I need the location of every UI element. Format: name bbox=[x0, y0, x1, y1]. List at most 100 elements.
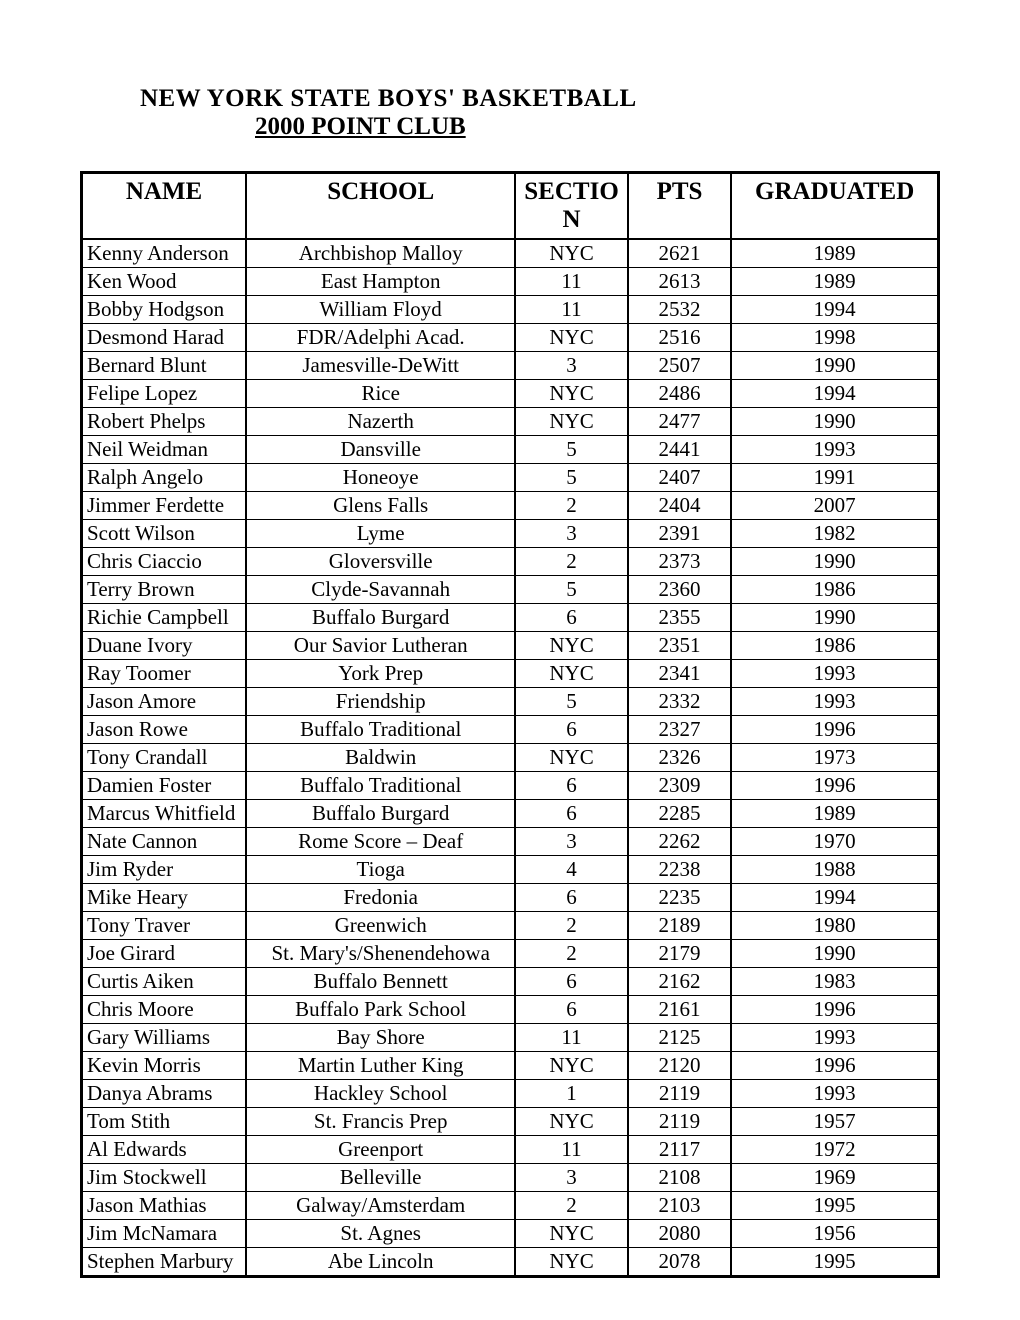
table-cell: Buffalo Bennett bbox=[246, 968, 515, 996]
table-cell: 2516 bbox=[628, 324, 732, 352]
table-cell: Terry Brown bbox=[82, 576, 247, 604]
table-row: Desmond HaradFDR/Adelphi Acad.NYC2516199… bbox=[82, 324, 939, 352]
col-header-name: NAME bbox=[82, 173, 247, 240]
table-cell: 1995 bbox=[731, 1192, 938, 1220]
table-cell: Jim Stockwell bbox=[82, 1164, 247, 1192]
table-cell: Rice bbox=[246, 380, 515, 408]
table-cell: 1983 bbox=[731, 968, 938, 996]
table-cell: Joe Girard bbox=[82, 940, 247, 968]
table-cell: Stephen Marbury bbox=[82, 1248, 247, 1277]
table-row: Gary WilliamsBay Shore1121251993 bbox=[82, 1024, 939, 1052]
table-cell: 2309 bbox=[628, 772, 732, 800]
table-row: Felipe LopezRiceNYC24861994 bbox=[82, 380, 939, 408]
table-row: Robert PhelpsNazerthNYC24771990 bbox=[82, 408, 939, 436]
table-cell: 2404 bbox=[628, 492, 732, 520]
table-cell: 6 bbox=[515, 884, 627, 912]
table-cell: Nate Cannon bbox=[82, 828, 247, 856]
table-cell: 2119 bbox=[628, 1080, 732, 1108]
table-cell: Ray Toomer bbox=[82, 660, 247, 688]
table-cell: 11 bbox=[515, 296, 627, 324]
table-cell: Jason Amore bbox=[82, 688, 247, 716]
table-row: Danya AbramsHackley School121191993 bbox=[82, 1080, 939, 1108]
table-cell: Marcus Whitfield bbox=[82, 800, 247, 828]
table-cell: Chris Ciaccio bbox=[82, 548, 247, 576]
table-cell: 11 bbox=[515, 1136, 627, 1164]
table-cell: 1993 bbox=[731, 1024, 938, 1052]
table-cell: 2080 bbox=[628, 1220, 732, 1248]
table-cell: 2355 bbox=[628, 604, 732, 632]
table-cell: 2351 bbox=[628, 632, 732, 660]
points-table: NAME SCHOOL SECTION PTS GRADUATED Kenny … bbox=[80, 171, 940, 1278]
table-cell: Felipe Lopez bbox=[82, 380, 247, 408]
table-cell: 11 bbox=[515, 268, 627, 296]
table-cell: Our Savior Lutheran bbox=[246, 632, 515, 660]
table-cell: Rome Score – Deaf bbox=[246, 828, 515, 856]
table-cell: Baldwin bbox=[246, 744, 515, 772]
table-cell: Lyme bbox=[246, 520, 515, 548]
table-row: Jason MathiasGalway/Amsterdam221031995 bbox=[82, 1192, 939, 1220]
table-cell: NYC bbox=[515, 324, 627, 352]
table-cell: 2007 bbox=[731, 492, 938, 520]
table-cell: Kenny Anderson bbox=[82, 239, 247, 268]
table-cell: 2507 bbox=[628, 352, 732, 380]
table-cell: 6 bbox=[515, 772, 627, 800]
table-cell: Mike Heary bbox=[82, 884, 247, 912]
table-row: Jim StockwellBelleville321081969 bbox=[82, 1164, 939, 1192]
table-cell: Curtis Aiken bbox=[82, 968, 247, 996]
table-cell: NYC bbox=[515, 744, 627, 772]
table-cell: FDR/Adelphi Acad. bbox=[246, 324, 515, 352]
table-row: Marcus WhitfieldBuffalo Burgard622851989 bbox=[82, 800, 939, 828]
table-cell: Jason Mathias bbox=[82, 1192, 247, 1220]
table-cell: 1980 bbox=[731, 912, 938, 940]
table-cell: Archbishop Malloy bbox=[246, 239, 515, 268]
table-cell: York Prep bbox=[246, 660, 515, 688]
table-cell: NYC bbox=[515, 408, 627, 436]
table-cell: 1989 bbox=[731, 268, 938, 296]
table-cell: 2161 bbox=[628, 996, 732, 1024]
table-cell: Damien Foster bbox=[82, 772, 247, 800]
table-cell: 3 bbox=[515, 520, 627, 548]
table-cell: Duane Ivory bbox=[82, 632, 247, 660]
table-row: Damien FosterBuffalo Traditional62309199… bbox=[82, 772, 939, 800]
table-cell: Tioga bbox=[246, 856, 515, 884]
table-cell: 1 bbox=[515, 1080, 627, 1108]
table-cell: 1996 bbox=[731, 772, 938, 800]
table-cell: 6 bbox=[515, 800, 627, 828]
table-cell: 3 bbox=[515, 828, 627, 856]
table-cell: 1986 bbox=[731, 576, 938, 604]
table-row: Nate CannonRome Score – Deaf322621970 bbox=[82, 828, 939, 856]
table-cell: Friendship bbox=[246, 688, 515, 716]
table-cell: Danya Abrams bbox=[82, 1080, 247, 1108]
col-header-graduated: GRADUATED bbox=[731, 173, 938, 240]
table-cell: 1998 bbox=[731, 324, 938, 352]
table-cell: 2326 bbox=[628, 744, 732, 772]
table-cell: NYC bbox=[515, 380, 627, 408]
table-cell: 1990 bbox=[731, 604, 938, 632]
table-cell: Gary Williams bbox=[82, 1024, 247, 1052]
title-line-2: 2000 POINT CLUB bbox=[255, 113, 940, 141]
table-cell: 2125 bbox=[628, 1024, 732, 1052]
table-cell: 2262 bbox=[628, 828, 732, 856]
table-cell: 1988 bbox=[731, 856, 938, 884]
table-cell: 1996 bbox=[731, 996, 938, 1024]
table-cell: 1996 bbox=[731, 1052, 938, 1080]
table-cell: 1990 bbox=[731, 408, 938, 436]
table-row: Kevin MorrisMartin Luther KingNYC2120199… bbox=[82, 1052, 939, 1080]
table-cell: 1956 bbox=[731, 1220, 938, 1248]
table-cell: 1993 bbox=[731, 1080, 938, 1108]
table-cell: 2407 bbox=[628, 464, 732, 492]
table-cell: Richie Campbell bbox=[82, 604, 247, 632]
table-cell: 1994 bbox=[731, 380, 938, 408]
table-cell: Glens Falls bbox=[246, 492, 515, 520]
table-cell: 5 bbox=[515, 436, 627, 464]
table-cell: 3 bbox=[515, 1164, 627, 1192]
table-cell: NYC bbox=[515, 1052, 627, 1080]
table-cell: 2162 bbox=[628, 968, 732, 996]
table-row: Al EdwardsGreenport1121171972 bbox=[82, 1136, 939, 1164]
table-cell: Robert Phelps bbox=[82, 408, 247, 436]
table-cell: 6 bbox=[515, 604, 627, 632]
table-cell: Ken Wood bbox=[82, 268, 247, 296]
table-cell: 2 bbox=[515, 912, 627, 940]
table-cell: 3 bbox=[515, 352, 627, 380]
table-cell: Neil Weidman bbox=[82, 436, 247, 464]
